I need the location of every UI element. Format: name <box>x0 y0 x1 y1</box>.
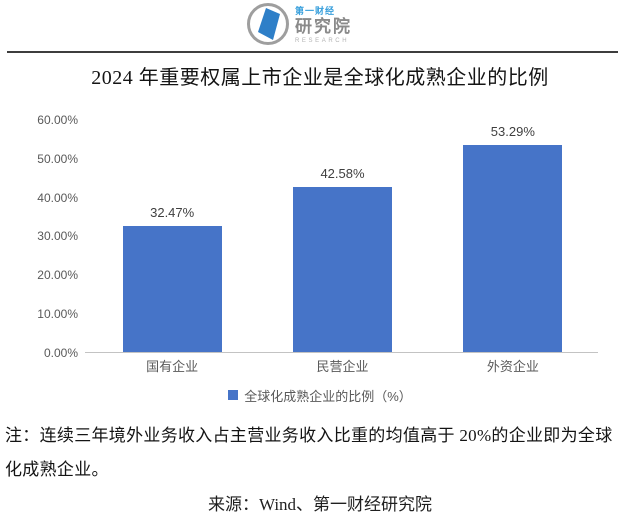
x-axis-line <box>85 352 598 353</box>
footnote-line: 化成熟企业。 <box>5 460 109 479</box>
bar-data-label: 32.47% <box>150 204 195 220</box>
footnote: 注：连续三年境外业务收入占主营业务收入比重的均值高于 20%的企业即为全球 化成… <box>5 419 637 487</box>
logo-brand-name: 研究院 <box>295 17 352 36</box>
x-category-label: 国有企业 <box>146 359 199 374</box>
y-tick-label: 30.00% <box>37 229 78 244</box>
y-tick-label: 10.00% <box>37 307 78 321</box>
source-line: 来源：Wind、第一财经研究院 <box>207 495 433 514</box>
logo-brand-en: RESEARCH <box>295 38 350 44</box>
legend-swatch-icon <box>228 390 239 400</box>
x-category-label: 外资企业 <box>486 359 539 374</box>
y-tick-label: 40.00% <box>37 190 78 205</box>
legend-label: 全球化成熟企业的比例（%） <box>244 388 412 404</box>
footnote-line: 注：连续三年境外业务收入占主营业务收入比重的均值高于 20%的企业即为全球 <box>5 426 613 445</box>
x-category-label: 民营企业 <box>316 359 369 374</box>
yicai-logo-icon <box>247 3 289 45</box>
logo-text: 第一财经 研究院 RESEARCH <box>295 1 352 45</box>
y-tick-label: 50.00% <box>37 151 78 166</box>
bar-data-label: 42.58% <box>320 165 365 181</box>
legend: 全球化成熟企业的比例（%） <box>0 386 640 404</box>
y-tick-label: 0.00% <box>43 345 78 360</box>
y-tick-label: 20.00% <box>37 268 78 283</box>
bar-data-label: 53.29% <box>490 124 535 140</box>
bar-国有企业 <box>122 225 222 352</box>
logo-brand-cn: 第一财经 <box>295 6 336 16</box>
bar-外资企业 <box>463 145 563 352</box>
chart-title: 2024 年重要权属上市企业是全球化成熟企业的比例 <box>91 67 549 89</box>
y-tick-label: 60.00% <box>37 113 78 127</box>
logo: 第一财经 研究院 RESEARCH <box>246 1 352 47</box>
divider-line <box>7 51 618 53</box>
bar-民营企业 <box>293 186 392 352</box>
